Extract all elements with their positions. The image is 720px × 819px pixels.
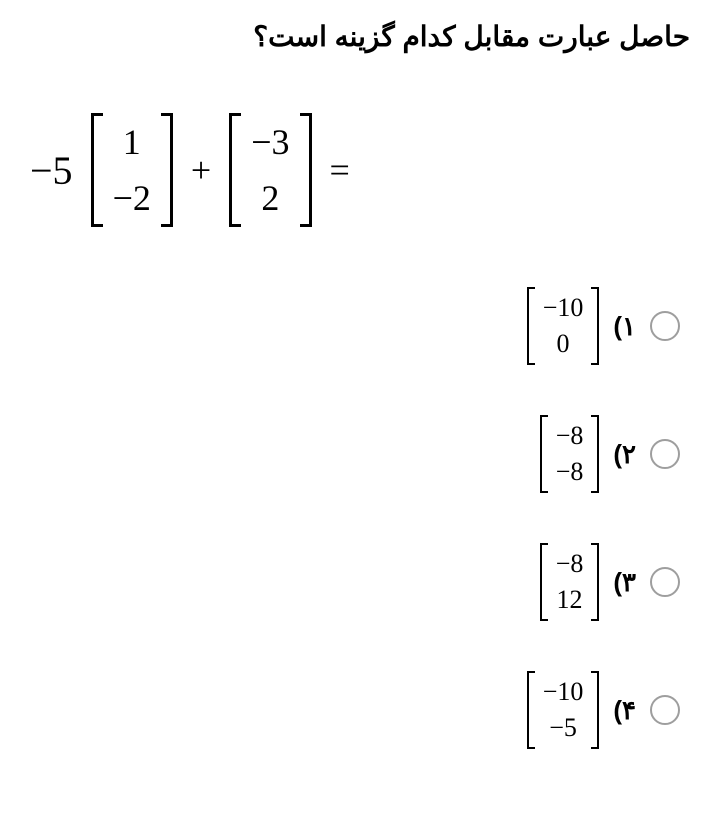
radio-icon[interactable] <box>650 567 680 597</box>
equals-op: = <box>330 149 350 191</box>
expression: −5 1 −2 + −3 2 = <box>30 113 690 227</box>
question-title: حاصل عبارت مقابل کدام گزینه است؟ <box>30 20 690 53</box>
matrix-a-top: 1 <box>113 121 151 163</box>
matrix-a: 1 −2 <box>91 113 173 227</box>
opt-bottom: −5 <box>543 713 584 743</box>
opt-top: −10 <box>543 293 584 323</box>
matrix-b-bottom: 2 <box>251 177 289 219</box>
scalar: −5 <box>30 147 73 194</box>
radio-icon[interactable] <box>650 439 680 469</box>
option-label: ۲) <box>613 439 636 470</box>
option-3[interactable]: ۳) −8 12 <box>540 543 680 621</box>
radio-icon[interactable] <box>650 311 680 341</box>
opt-top: −8 <box>556 421 584 451</box>
matrix-b: −3 2 <box>229 113 311 227</box>
option-matrix: −10 0 <box>527 287 600 365</box>
option-matrix: −8 −8 <box>540 415 600 493</box>
option-4[interactable]: ۴) −10 −5 <box>527 671 680 749</box>
radio-icon[interactable] <box>650 695 680 725</box>
option-label: ۴) <box>613 695 636 726</box>
opt-top: −10 <box>543 677 584 707</box>
option-label: ۳) <box>613 567 636 598</box>
opt-bottom: 0 <box>543 329 584 359</box>
opt-bottom: −8 <box>556 457 584 487</box>
option-2[interactable]: ۲) −8 −8 <box>540 415 680 493</box>
plus-op: + <box>191 149 211 191</box>
matrix-a-bottom: −2 <box>113 177 151 219</box>
opt-bottom: 12 <box>556 585 584 615</box>
option-1[interactable]: ۱) −10 0 <box>527 287 680 365</box>
matrix-b-top: −3 <box>251 121 289 163</box>
option-matrix: −10 −5 <box>527 671 600 749</box>
options-list: ۱) −10 0 ۲) −8 −8 ۳) −8 1 <box>30 287 690 749</box>
option-matrix: −8 12 <box>540 543 600 621</box>
opt-top: −8 <box>556 549 584 579</box>
option-label: ۱) <box>613 311 636 342</box>
